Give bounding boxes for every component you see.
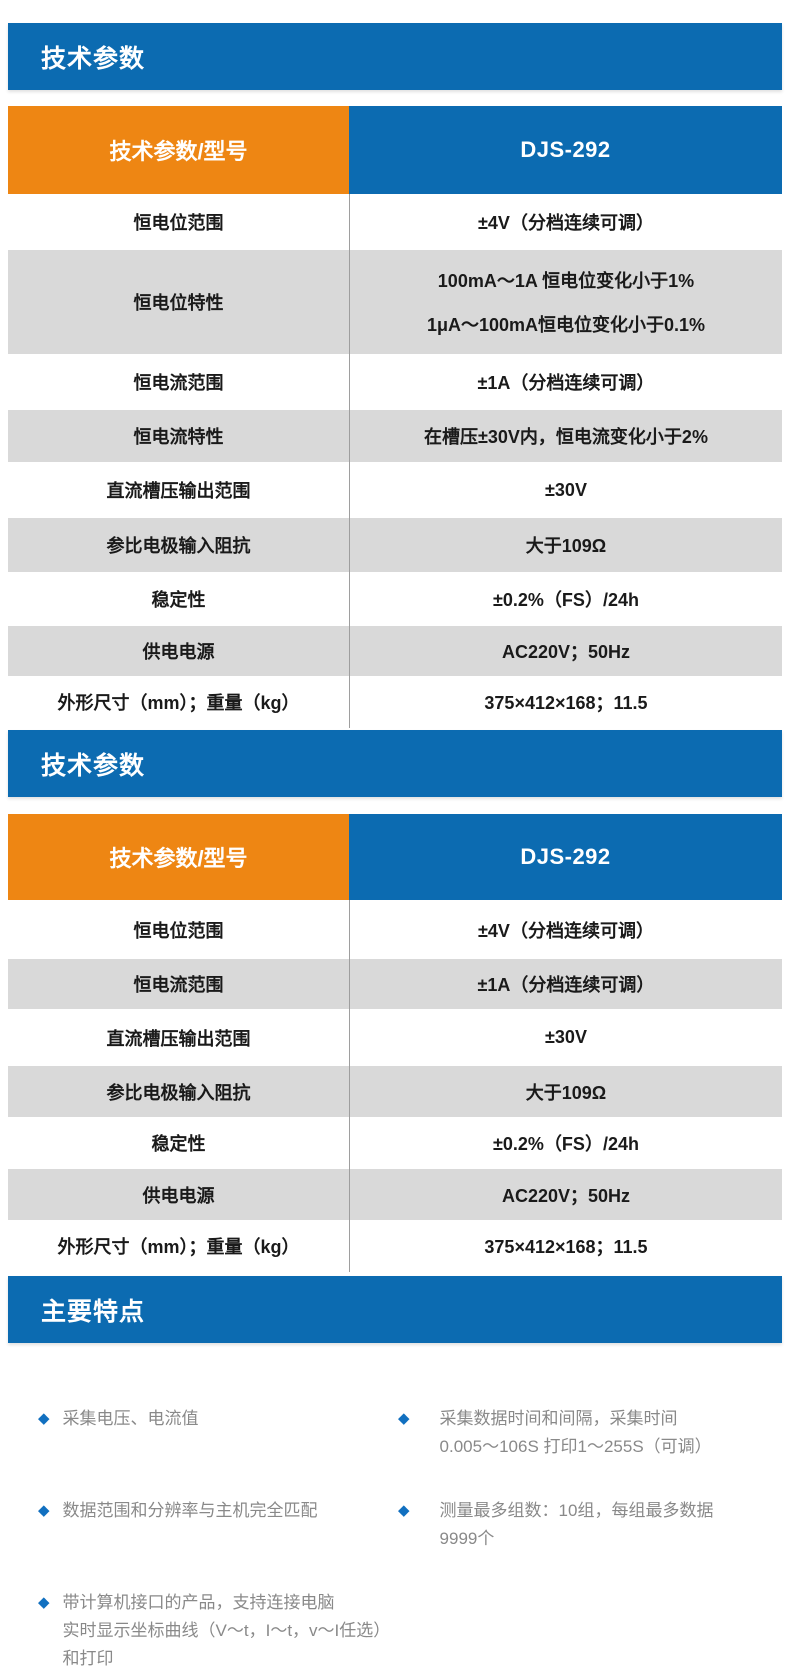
- section-header-main-features: 主要特点: [8, 1276, 782, 1343]
- spec-label: 参比电极输入阻抗: [106, 1082, 251, 1103]
- param-column-header: 技术参数/型号: [8, 814, 349, 900]
- feature-line: 9999个: [439, 1529, 495, 1548]
- spec-label: 稳定性: [151, 1134, 206, 1154]
- spec-value: ±4V（分档连续可调）: [349, 900, 782, 959]
- spec-value: AC220V；50Hz: [349, 626, 782, 676]
- spec-label: 外形尺寸（mm）；重量（kg）: [57, 693, 300, 713]
- model-column-header: DJS-292: [349, 814, 782, 900]
- spec-value: 375×412×168；11.5: [349, 1220, 782, 1272]
- table-row: 直流槽压输出范围 ±30V: [8, 462, 782, 518]
- feature-text: 测量最多组数：10组，每组最多数据 9999个: [440, 1497, 714, 1553]
- feature-item: ◆ 带计算机接口的产品，支持连接电脑 实时显示坐标曲线（V～t，I～t，v～I任…: [38, 1589, 398, 1673]
- spec-label: 恒电流范围: [133, 373, 224, 393]
- feature-text: 带计算机接口的产品，支持连接电脑 实时显示坐标曲线（V～t，I～t，v～I任选）…: [63, 1589, 391, 1673]
- diamond-bullet-icon: ◆: [38, 1502, 50, 1519]
- spec-value: ±4V（分档连续可调）: [349, 194, 782, 250]
- section-title: 技术参数: [41, 751, 146, 780]
- table-row: 外形尺寸（mm）；重量（kg） 375×412×168；11.5: [8, 676, 782, 728]
- spec-value: 大于109Ω: [349, 1066, 782, 1117]
- table-row: 稳定性 ±0.2%（FS）/24h: [8, 1117, 782, 1169]
- diamond-bullet-icon: ◆: [38, 1410, 50, 1427]
- diamond-bullet-icon: ◆: [38, 1594, 50, 1611]
- spec-value: ±30V: [349, 1009, 782, 1066]
- table-row: 供电电源 AC220V；50Hz: [8, 1169, 782, 1220]
- spec-value-line: 1μA～100mA恒电位变化小于0.1%: [426, 315, 706, 335]
- diamond-bullet-icon: ◆: [398, 1502, 410, 1519]
- spec-label: 恒电位范围: [133, 920, 224, 941]
- spec-label: 稳定性: [151, 590, 206, 610]
- table-row: 稳定性 ±0.2%（FS）/24h: [8, 572, 782, 626]
- spec-value: 在槽压±30V内，恒电流变化小于2%: [349, 410, 782, 462]
- spec-value: ±30V: [349, 462, 782, 518]
- section-title: 主要特点: [41, 1297, 146, 1326]
- table-row: 直流槽压输出范围 ±30V: [8, 1009, 782, 1066]
- param-column-header: 技术参数/型号: [8, 106, 349, 194]
- table-row: 参比电极输入阻抗 大于109Ω: [8, 518, 782, 572]
- feature-item: ◆ 测量最多组数：10组，每组最多数据 9999个: [398, 1497, 770, 1553]
- spec-label: 供电电源: [142, 642, 215, 662]
- spec-value: ±1A（分档连续可调）: [349, 959, 782, 1009]
- feature-line: 和打印: [62, 1649, 114, 1668]
- table-row: 恒电位范围 ±4V（分档连续可调）: [8, 194, 782, 250]
- feature-line: 采集电压、电流值: [62, 1409, 199, 1428]
- spec-value: ±1A（分档连续可调）: [349, 354, 782, 410]
- feature-line: 0.005～106S 打印1～255S（可调）: [439, 1437, 712, 1456]
- feature-line: 数据范围和分辨率与主机完全匹配: [62, 1501, 318, 1520]
- spec-value: AC220V；50Hz: [349, 1169, 782, 1220]
- feature-item: ◆ 采集电压、电流值: [38, 1405, 398, 1433]
- spec-value: ±0.2%（FS）/24h: [349, 1117, 782, 1169]
- table-header-row: 技术参数/型号 DJS-292: [8, 814, 782, 900]
- spec-table-2: 技术参数/型号 DJS-292 恒电位范围 ±4V（分档连续可调） 恒电流范围 …: [8, 814, 782, 1272]
- spec-value-line: 100mA～1A 恒电位变化小于1%: [437, 271, 695, 291]
- spec-label: 恒电流特性: [133, 427, 224, 447]
- table-row: 恒电位特性 100mA～1A 恒电位变化小于1% 1μA～100mA恒电位变化小…: [8, 250, 782, 354]
- spec-label: 直流槽压输出范围: [106, 1028, 251, 1049]
- feature-line: 实时显示坐标曲线（V～t，I～t，v～I任选）: [62, 1621, 391, 1640]
- product-spec-page: 技术参数 技术参数/型号 DJS-292 恒电位范围 ±4V（分档连续可调） 恒…: [0, 23, 790, 1673]
- section-header-tech-params-2: 技术参数: [8, 730, 782, 797]
- spec-label: 供电电源: [142, 1185, 215, 1206]
- section-header-tech-params-1: 技术参数: [8, 23, 782, 90]
- model-column-header: DJS-292: [349, 106, 782, 194]
- spec-label: 外形尺寸（mm）；重量（kg）: [57, 1237, 300, 1257]
- table-row: 恒电流特性 在槽压±30V内，恒电流变化小于2%: [8, 410, 782, 462]
- table-header-row: 技术参数/型号 DJS-292: [8, 106, 782, 194]
- spec-value: ±0.2%（FS）/24h: [349, 572, 782, 626]
- spec-label: 恒电位特性: [133, 293, 224, 313]
- feature-text: 采集数据时间和间隔，采集时间 0.005～106S 打印1～255S（可调）: [440, 1405, 712, 1461]
- feature-text: 采集电压、电流值: [63, 1405, 199, 1433]
- table-row: 参比电极输入阻抗 大于109Ω: [8, 1066, 782, 1117]
- table-row: 恒电流范围 ±1A（分档连续可调）: [8, 959, 782, 1009]
- table-row: 恒电流范围 ±1A（分档连续可调）: [8, 354, 782, 410]
- table-row: 供电电源 AC220V；50Hz: [8, 626, 782, 676]
- spec-label: 直流槽压输出范围: [106, 481, 251, 501]
- spec-label: 恒电位范围: [133, 213, 224, 233]
- section-title: 技术参数: [41, 44, 146, 73]
- feature-item: ◆ 数据范围和分辨率与主机完全匹配: [38, 1497, 398, 1525]
- spec-value: 大于109Ω: [349, 518, 782, 572]
- feature-line: 带计算机接口的产品，支持连接电脑: [62, 1593, 335, 1612]
- spec-value: 100mA～1A 恒电位变化小于1% 1μA～100mA恒电位变化小于0.1%: [349, 250, 782, 354]
- table-row: 恒电位范围 ±4V（分档连续可调）: [8, 900, 782, 959]
- diamond-bullet-icon: ◆: [398, 1410, 410, 1427]
- spec-label: 参比电极输入阻抗: [106, 536, 251, 556]
- feature-text: 数据范围和分辨率与主机完全匹配: [63, 1497, 318, 1525]
- feature-line: 测量最多组数：10组，每组最多数据: [439, 1501, 714, 1520]
- feature-item: ◆ 采集数据时间和间隔，采集时间 0.005～106S 打印1～255S（可调）: [398, 1405, 770, 1461]
- feature-list: ◆ 采集电压、电流值 ◆ 采集数据时间和间隔，采集时间 0.005～106S 打…: [0, 1405, 790, 1673]
- spec-table-1: 技术参数/型号 DJS-292 恒电位范围 ±4V（分档连续可调） 恒电位特性 …: [8, 106, 782, 728]
- table-row: 外形尺寸（mm）；重量（kg） 375×412×168；11.5: [8, 1220, 782, 1272]
- feature-line: 采集数据时间和间隔，采集时间: [439, 1409, 678, 1428]
- spec-label: 恒电流范围: [133, 975, 224, 995]
- spec-value: 375×412×168；11.5: [349, 676, 782, 728]
